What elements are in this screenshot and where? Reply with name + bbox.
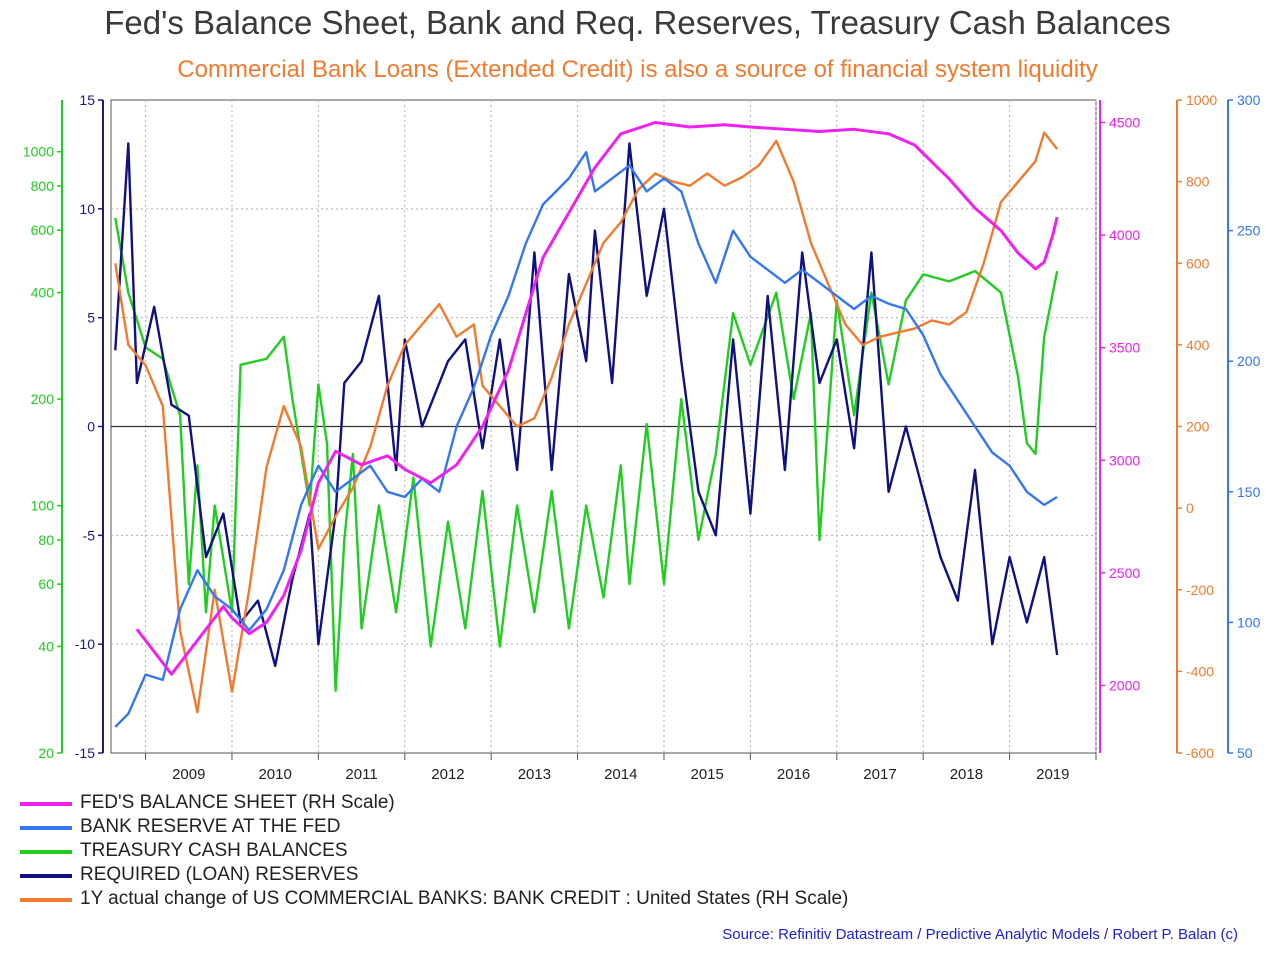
axis-tick-label-credit: -200 bbox=[1186, 582, 1214, 598]
axis-tick-label-reserves: 300 bbox=[1237, 92, 1261, 108]
x-tick-label: 2017 bbox=[863, 766, 896, 783]
x-tick-label: 2010 bbox=[258, 766, 291, 783]
axis-tick-label-reqres: 10 bbox=[79, 201, 95, 217]
x-tick-label: 2014 bbox=[604, 766, 637, 783]
axis-tick-label-treasury: 80 bbox=[38, 532, 54, 548]
axis-tick-label-treasury: 60 bbox=[38, 576, 54, 592]
axis-tick-label-credit: 200 bbox=[1186, 419, 1210, 435]
x-tick-label: 2019 bbox=[1036, 766, 1069, 783]
legend-swatch-bank-reserve bbox=[20, 826, 72, 830]
axis-tick-label-reserves: 50 bbox=[1237, 745, 1253, 761]
axis-tick-label-fed: 3500 bbox=[1109, 340, 1140, 356]
axis-tick-label-reqres: 15 bbox=[79, 92, 95, 108]
axis-tick-label-reqres: -5 bbox=[83, 527, 96, 543]
axis-tick-label-fed: 2500 bbox=[1109, 565, 1140, 581]
axis-tick-label-treasury: 600 bbox=[31, 222, 55, 238]
legend-label-bank-reserve: BANK RESERVE AT THE FED bbox=[80, 816, 341, 837]
axis-tick-label-treasury: 400 bbox=[31, 285, 55, 301]
series-line-reserves bbox=[114, 150, 1058, 728]
axis-tick-label-reqres: -10 bbox=[75, 636, 95, 652]
axis-tick-label-reserves: 150 bbox=[1237, 484, 1261, 500]
axis-tick-label-reqres: -15 bbox=[75, 745, 95, 761]
source-note: Source: Refinitiv Datastream / Predictiv… bbox=[722, 926, 1238, 943]
x-tick-label: 2012 bbox=[431, 766, 464, 783]
x-tick-label: 2011 bbox=[345, 766, 377, 783]
axis-tick-label-treasury: 100 bbox=[31, 498, 55, 514]
series-line-reqres bbox=[114, 142, 1059, 668]
legend-label-treasury: TREASURY CASH BALANCES bbox=[80, 840, 348, 861]
axis-tick-label-reserves: 250 bbox=[1237, 223, 1261, 239]
axis-tick-label-credit: 800 bbox=[1186, 174, 1210, 190]
axis-tick-label-credit: 600 bbox=[1186, 255, 1210, 271]
axis-tick-label-reqres: 5 bbox=[87, 310, 95, 326]
axis-tick-label-treasury: 200 bbox=[31, 391, 55, 407]
axis-tick-label-reqres: 0 bbox=[87, 419, 95, 435]
legend-swatch-required-reserves bbox=[20, 874, 72, 878]
axis-tick-label-reserves: 100 bbox=[1237, 614, 1261, 630]
legend-label-fed: FED'S BALANCE SHEET (RH Scale) bbox=[80, 792, 395, 813]
chart-subtitle: Commercial Bank Loans (Extended Credit) … bbox=[177, 56, 1098, 83]
series-group bbox=[114, 121, 1059, 728]
axis-tick-label-fed: 3000 bbox=[1109, 452, 1140, 468]
axis-tick-label-fed: 2000 bbox=[1109, 677, 1140, 693]
axis-tick-label-credit: -600 bbox=[1186, 745, 1214, 761]
axis-tick-label-treasury: 20 bbox=[38, 745, 54, 761]
chart-title: Fed's Balance Sheet, Bank and Req. Reser… bbox=[104, 4, 1171, 41]
legend-label-bank-credit: 1Y actual change of US COMMERCIAL BANKS:… bbox=[80, 888, 849, 909]
axis-tick-label-reserves: 200 bbox=[1237, 353, 1261, 369]
axis-tick-label-treasury: 40 bbox=[38, 638, 54, 654]
x-tick-label: 2016 bbox=[777, 766, 810, 783]
legend-label-required-reserves: REQUIRED (LOAN) RESERVES bbox=[80, 864, 359, 885]
axis-tick-label-treasury: 800 bbox=[31, 178, 55, 194]
legend-swatch-treasury bbox=[20, 850, 72, 854]
series-line-treasury bbox=[114, 217, 1059, 692]
axis-tick-label-treasury: 1000 bbox=[23, 144, 54, 160]
legend-swatch-bank-credit bbox=[20, 898, 72, 902]
x-tick-label: 2015 bbox=[690, 766, 723, 783]
x-tick-label: 2013 bbox=[518, 766, 551, 783]
axis-tick-label-credit: 1000 bbox=[1186, 92, 1217, 108]
axis-tick-label-fed: 4000 bbox=[1109, 227, 1140, 243]
axis-tick-label-credit: -400 bbox=[1186, 663, 1214, 679]
axis-tick-label-credit: 0 bbox=[1186, 500, 1194, 516]
series-line-fed bbox=[135, 121, 1059, 676]
chart-canvas: 2009 2010 2011 2012 2013 2014 2015 2016 2017 2018… bbox=[23, 92, 1261, 783]
x-tick-label: 2018 bbox=[950, 766, 983, 783]
legend-swatch-fed bbox=[20, 802, 72, 806]
axis-tick-label-fed: 4500 bbox=[1109, 115, 1140, 131]
series-line-credit bbox=[114, 131, 1059, 714]
axis-tick-label-credit: 400 bbox=[1186, 337, 1210, 353]
x-tick-label: 2009 bbox=[172, 766, 205, 783]
